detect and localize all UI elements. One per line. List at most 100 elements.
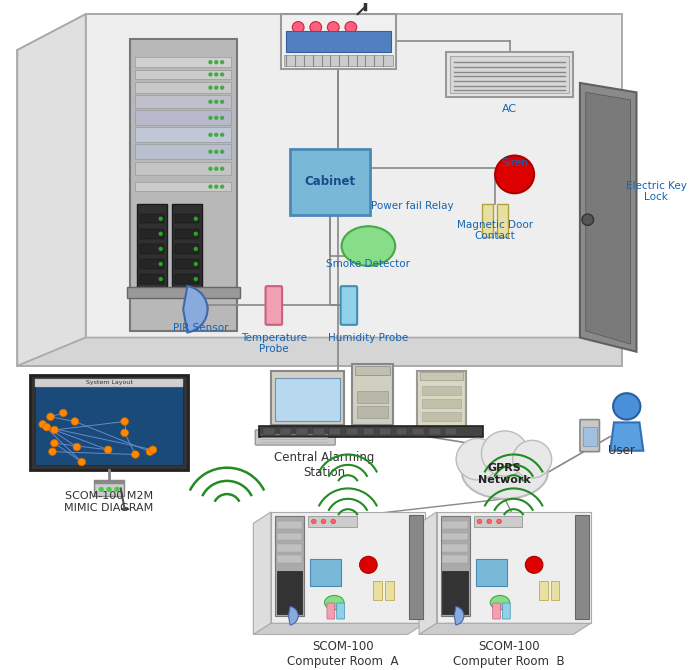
FancyBboxPatch shape	[176, 244, 198, 254]
Circle shape	[209, 61, 212, 64]
Circle shape	[194, 217, 197, 220]
Polygon shape	[253, 512, 271, 634]
FancyBboxPatch shape	[450, 56, 569, 93]
FancyBboxPatch shape	[277, 555, 302, 563]
FancyBboxPatch shape	[446, 52, 573, 97]
FancyBboxPatch shape	[290, 149, 371, 215]
FancyBboxPatch shape	[135, 162, 231, 176]
Ellipse shape	[462, 446, 548, 498]
FancyBboxPatch shape	[277, 572, 302, 614]
FancyBboxPatch shape	[422, 386, 461, 395]
Circle shape	[209, 73, 212, 76]
Circle shape	[321, 519, 326, 524]
Text: Siren: Siren	[501, 158, 528, 168]
Circle shape	[292, 21, 304, 33]
Polygon shape	[610, 422, 643, 451]
FancyBboxPatch shape	[308, 516, 357, 527]
FancyBboxPatch shape	[575, 515, 589, 618]
FancyBboxPatch shape	[275, 378, 340, 421]
FancyBboxPatch shape	[379, 428, 391, 435]
Circle shape	[51, 426, 58, 433]
FancyBboxPatch shape	[176, 229, 198, 239]
Circle shape	[209, 185, 212, 188]
FancyBboxPatch shape	[497, 204, 508, 237]
FancyBboxPatch shape	[443, 521, 468, 529]
FancyBboxPatch shape	[135, 182, 231, 192]
Circle shape	[215, 86, 218, 89]
Text: GPRS
Network: GPRS Network	[478, 464, 531, 485]
Circle shape	[209, 150, 212, 153]
FancyBboxPatch shape	[474, 516, 523, 527]
FancyBboxPatch shape	[140, 214, 164, 223]
Circle shape	[159, 247, 162, 251]
Circle shape	[513, 440, 552, 478]
Circle shape	[582, 214, 593, 225]
Wedge shape	[183, 286, 208, 332]
FancyBboxPatch shape	[446, 428, 457, 435]
Polygon shape	[580, 83, 636, 352]
Polygon shape	[85, 14, 622, 338]
FancyBboxPatch shape	[355, 366, 390, 375]
Circle shape	[221, 185, 223, 188]
Circle shape	[107, 488, 111, 491]
Circle shape	[215, 185, 218, 188]
FancyBboxPatch shape	[176, 275, 198, 284]
Circle shape	[497, 519, 502, 524]
FancyBboxPatch shape	[296, 428, 308, 435]
FancyBboxPatch shape	[475, 559, 507, 586]
FancyBboxPatch shape	[135, 70, 231, 79]
Circle shape	[159, 232, 162, 235]
Circle shape	[209, 133, 212, 136]
FancyBboxPatch shape	[135, 127, 231, 142]
Circle shape	[104, 446, 112, 454]
Polygon shape	[253, 623, 425, 634]
Circle shape	[115, 488, 119, 491]
FancyBboxPatch shape	[502, 603, 510, 619]
Text: SCOM-100
Computer Room  B: SCOM-100 Computer Room B	[453, 641, 565, 668]
Circle shape	[46, 413, 54, 421]
FancyBboxPatch shape	[396, 428, 407, 435]
FancyBboxPatch shape	[284, 55, 393, 66]
FancyBboxPatch shape	[277, 533, 302, 540]
Polygon shape	[419, 512, 437, 634]
FancyBboxPatch shape	[126, 287, 239, 298]
Circle shape	[312, 519, 316, 524]
Circle shape	[331, 519, 336, 524]
FancyBboxPatch shape	[420, 373, 463, 380]
FancyBboxPatch shape	[140, 244, 164, 254]
FancyBboxPatch shape	[409, 515, 423, 618]
Circle shape	[482, 431, 528, 476]
Text: Power fail Relay: Power fail Relay	[371, 200, 454, 210]
FancyBboxPatch shape	[35, 379, 183, 387]
FancyBboxPatch shape	[135, 144, 231, 159]
Ellipse shape	[325, 596, 344, 610]
Circle shape	[221, 168, 223, 170]
Circle shape	[73, 443, 81, 451]
FancyBboxPatch shape	[580, 419, 600, 452]
Text: Electric Key
Lock: Electric Key Lock	[625, 181, 686, 202]
Text: Central Alarming
Station: Central Alarming Station	[274, 451, 375, 478]
FancyBboxPatch shape	[277, 544, 302, 551]
Circle shape	[121, 417, 128, 425]
Circle shape	[71, 417, 79, 425]
FancyBboxPatch shape	[280, 428, 291, 435]
Circle shape	[146, 448, 154, 456]
FancyBboxPatch shape	[172, 204, 202, 289]
FancyBboxPatch shape	[429, 428, 441, 435]
FancyBboxPatch shape	[337, 603, 344, 619]
Circle shape	[221, 86, 223, 89]
FancyBboxPatch shape	[266, 286, 282, 325]
FancyBboxPatch shape	[493, 603, 500, 619]
FancyBboxPatch shape	[539, 581, 548, 600]
FancyBboxPatch shape	[482, 204, 493, 237]
Text: PIR Sensor: PIR Sensor	[173, 324, 228, 334]
Polygon shape	[17, 14, 85, 366]
Circle shape	[525, 556, 543, 574]
Text: SCOM-100 M2M
MIMIC DIAGRAM: SCOM-100 M2M MIMIC DIAGRAM	[65, 491, 153, 513]
Circle shape	[39, 421, 46, 428]
FancyBboxPatch shape	[135, 58, 231, 67]
FancyBboxPatch shape	[130, 39, 237, 331]
Text: SCOM-100
Computer Room  A: SCOM-100 Computer Room A	[287, 641, 399, 668]
Circle shape	[209, 117, 212, 119]
Circle shape	[159, 277, 162, 281]
